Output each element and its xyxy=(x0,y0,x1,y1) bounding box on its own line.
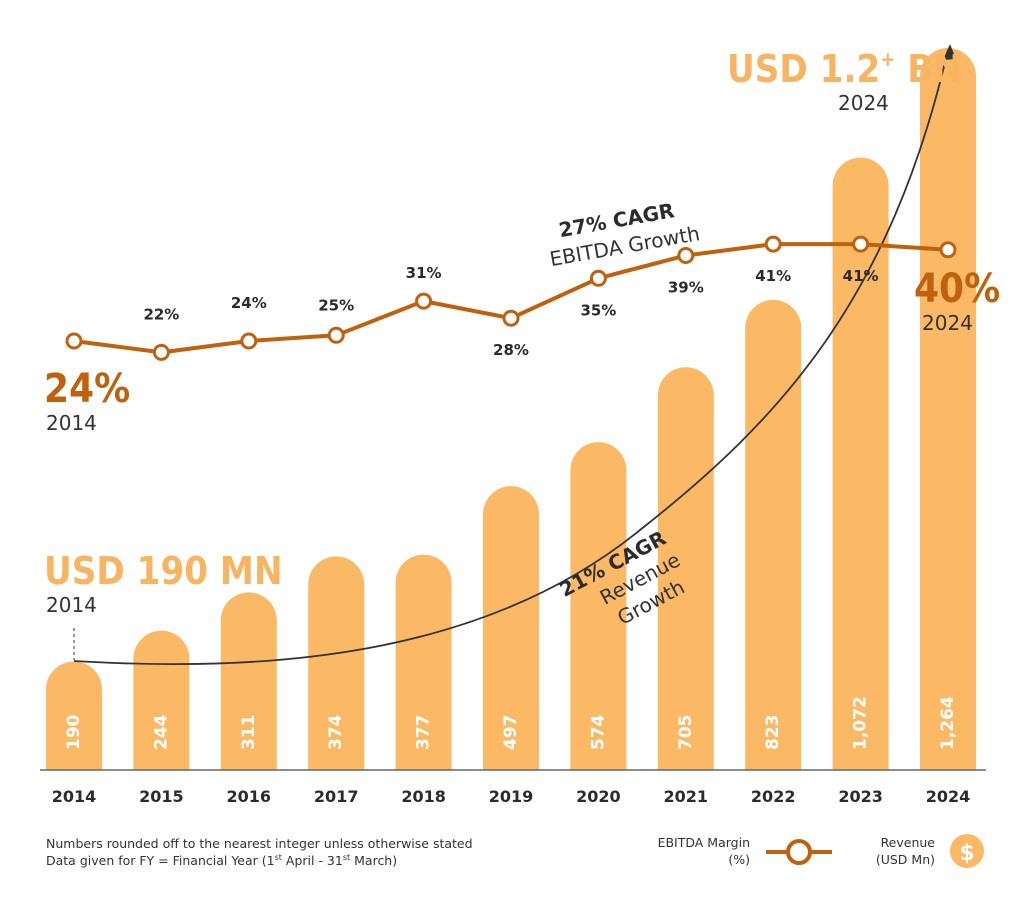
revenue-bar-2022 xyxy=(745,299,802,770)
start-margin-year: 2014 xyxy=(46,411,97,435)
ebitda-margin-point-2021 xyxy=(677,247,695,264)
ebitda-margin-line xyxy=(73,242,949,355)
x-tick-label-2022: 2022 xyxy=(751,787,796,806)
revenue-bar-2020 xyxy=(570,442,627,770)
ebitda-margin-point-2016 xyxy=(240,332,258,350)
x-tick-label-2021: 2021 xyxy=(664,787,709,806)
revenue-bar-value-2023: 1,072 xyxy=(851,696,871,750)
legend-ebitda-label-line2: (%) xyxy=(728,852,750,867)
revenue-bar-value-2018: 377 xyxy=(414,715,434,751)
ebitda-margin-label-2020: 35% xyxy=(580,301,616,319)
ebitda-margin-label-2022: 41% xyxy=(755,267,791,285)
revenue-bar-2016 xyxy=(220,592,277,770)
ebitda-margin-label-2016: 24% xyxy=(231,294,267,312)
ebitda-margin-label-2018: 31% xyxy=(406,264,442,282)
end-revenue-year: 2024 xyxy=(838,91,889,115)
chart-legend: EBITDA Margin (%) Revenue (USD Mn) $ xyxy=(658,834,984,868)
legend-ebitda-marker xyxy=(786,839,812,865)
ebitda-margin-points xyxy=(65,235,957,361)
revenue-growth-curve xyxy=(73,49,949,666)
revenue-bars: 190 244 311 374 377 497 574 705 823 1,072 1,264 xyxy=(46,48,976,770)
end-revenue-value: USD 1.2+ BN xyxy=(727,47,962,91)
ebitda-margin-label-2015: 22% xyxy=(143,305,179,323)
ebitda-margin-labels: 22% 24% 25% 31% 28% 35% 39% 41% 41% xyxy=(143,264,878,359)
revenue-bar-value-2019: 497 xyxy=(501,715,521,751)
x-tick-label-2019: 2019 xyxy=(489,787,534,806)
x-tick-label-2015: 2015 xyxy=(139,787,184,806)
ebitda-margin-label-2023: 41% xyxy=(843,267,879,285)
ebitda-margin-point-2020 xyxy=(589,269,607,287)
ebitda-cagr-annotation: 27% CAGR EBITDA Growth xyxy=(548,198,702,271)
x-tick-label-2023: 2023 xyxy=(838,787,883,806)
x-tick-label-2018: 2018 xyxy=(401,787,446,806)
ebitda-margin-label-2019: 28% xyxy=(493,341,529,359)
revenue-bar-2018 xyxy=(395,554,452,770)
dollar-icon: $ xyxy=(959,841,974,866)
legend-revenue-swatch xyxy=(950,834,984,868)
end-margin-value: 40% xyxy=(914,266,1000,312)
revenue-bar-value-2014: 190 xyxy=(64,714,84,750)
revenue-bar-value-2017: 374 xyxy=(326,714,346,750)
x-tick-label-2014: 2014 xyxy=(52,787,97,806)
x-tick-label-2020: 2020 xyxy=(576,787,621,806)
ebitda-margin-label-2017: 25% xyxy=(318,296,354,314)
footnote-rounding: Numbers rounded off to the nearest integ… xyxy=(46,836,473,851)
revenue-bar-2021 xyxy=(657,367,714,770)
ebitda-margin-point-2024 xyxy=(939,241,957,259)
ebitda-margin-label-2021: 39% xyxy=(668,279,704,297)
ebitda-margin-point-2022 xyxy=(764,235,782,253)
ebitda-margin-point-2018 xyxy=(415,292,433,310)
revenue-bar-2015 xyxy=(133,630,190,770)
revenue-bar-value-2024: 1,264 xyxy=(938,696,958,750)
revenue-bar-value-2022: 823 xyxy=(763,715,783,751)
revenue-bar-2014 xyxy=(46,661,102,770)
revenue-bar-2023 xyxy=(832,157,889,770)
x-tick-label-2016: 2016 xyxy=(227,787,272,806)
revenue-bar-value-2015: 244 xyxy=(151,714,171,750)
ebitda-margin-point-2015 xyxy=(152,343,170,361)
revenue-growth-arrowhead xyxy=(943,44,956,60)
start-revenue-year: 2014 xyxy=(46,593,97,617)
revenue-bar-2017 xyxy=(308,556,365,770)
x-tick-label-2017: 2017 xyxy=(314,787,359,806)
legend-revenue-label-line2: (USD Mn) xyxy=(876,852,935,867)
revenue-bar-value-2020: 574 xyxy=(588,714,608,750)
footnote-financial-year: Data given for FY = Financial Year (1st … xyxy=(46,853,397,868)
legend-revenue-label-line1: Revenue xyxy=(881,835,936,850)
legend-ebitda-label-line1: EBITDA Margin xyxy=(658,835,750,850)
revenue-bar-value-2021: 705 xyxy=(676,715,696,751)
ebitda-margin-point-2017 xyxy=(327,326,345,344)
ebitda-margin-point-2014 xyxy=(65,332,83,350)
ebitda-margin-point-2023 xyxy=(852,235,870,253)
revenue-bar-value-2016: 311 xyxy=(239,715,259,751)
start-revenue-value: USD 190 MN xyxy=(44,549,283,593)
start-margin-value: 24% xyxy=(44,366,130,412)
ebitda-margin-point-2019 xyxy=(502,309,520,327)
x-tick-label-2024: 2024 xyxy=(926,787,971,806)
end-margin-year: 2024 xyxy=(922,311,973,335)
revenue-bar-2019 xyxy=(483,486,539,770)
x-axis-tick-labels: 2014 2015 2016 2017 2018 2019 2020 2021 2022 2023… xyxy=(52,787,971,806)
revenue-bar-2024 xyxy=(920,48,976,770)
